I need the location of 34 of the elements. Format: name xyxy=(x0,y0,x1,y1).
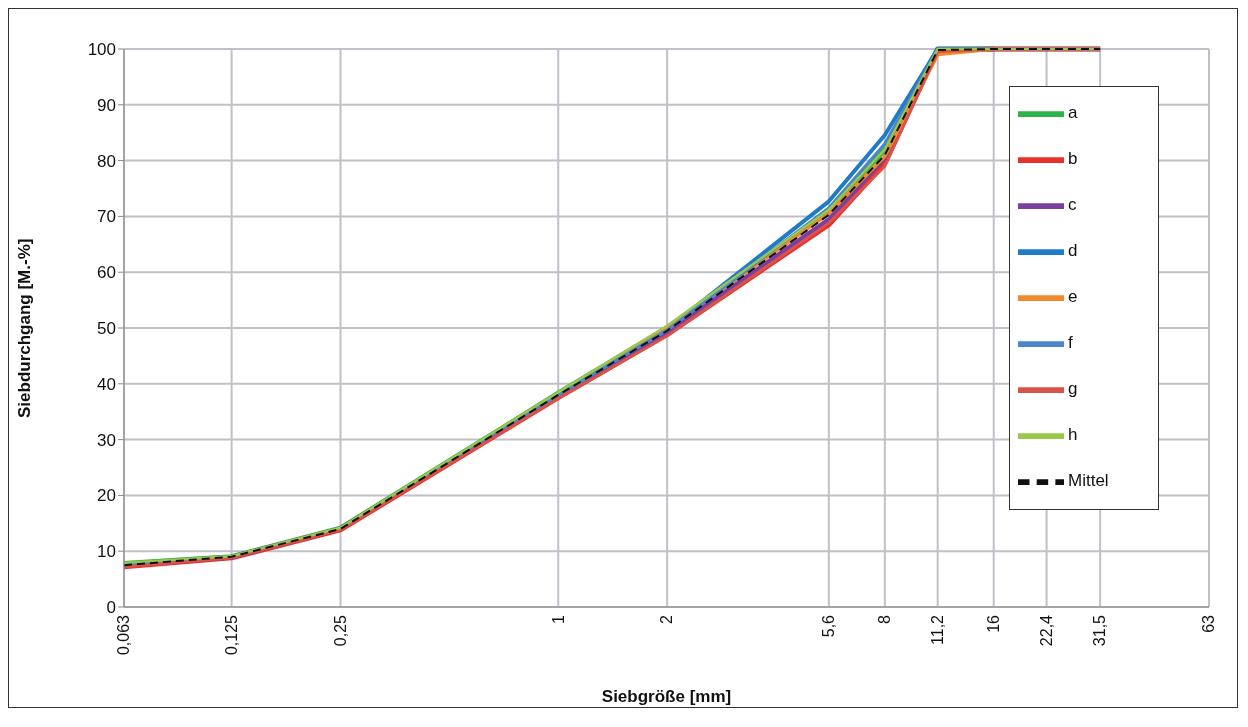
x-tick-label: 8 xyxy=(876,614,894,624)
y-tick-label: 10 xyxy=(97,542,116,562)
x-tick-label: 16 xyxy=(985,614,1003,633)
y-tick-label: 70 xyxy=(97,207,116,227)
legend-label: a xyxy=(1068,103,1078,123)
y-tick-label: 100 xyxy=(87,40,116,60)
x-tick-label: 0,063 xyxy=(115,614,133,656)
y-tick-label: 80 xyxy=(97,151,116,171)
x-tick-label: 2 xyxy=(658,614,676,624)
y-tick-label: 50 xyxy=(97,319,116,339)
x-tick-label: 63 xyxy=(1200,614,1218,633)
x-axis-title: Siebgröße [mm] xyxy=(601,687,732,706)
legend-label: c xyxy=(1068,195,1077,215)
y-tick-label: 20 xyxy=(97,486,116,506)
x-tick-label: 31,5 xyxy=(1091,614,1109,647)
y-tick-label: 0 xyxy=(106,598,116,618)
y-tick-label: 40 xyxy=(97,374,116,394)
legend-label: g xyxy=(1068,379,1078,399)
y-tick-label: 90 xyxy=(97,95,116,115)
legend-label: d xyxy=(1068,241,1078,261)
legend-label: Mittel xyxy=(1068,471,1109,491)
x-tick-label: 0,125 xyxy=(222,614,240,656)
x-tick-label: 11,2 xyxy=(929,614,947,645)
legend-label: e xyxy=(1068,287,1078,307)
x-tick-label: 5,6 xyxy=(820,614,838,638)
y-axis-title: Siebdurchgang [M.-%] xyxy=(15,238,35,418)
x-tick-label: 0,25 xyxy=(331,614,349,647)
x-tick-label: 1 xyxy=(549,614,567,624)
y-tick-label: 30 xyxy=(97,430,116,450)
y-tick-label: 60 xyxy=(97,263,116,283)
legend-label: b xyxy=(1068,149,1078,169)
legend-label: f xyxy=(1068,333,1073,353)
x-tick-label: 22,4 xyxy=(1037,614,1055,647)
legend-label: h xyxy=(1068,425,1078,445)
